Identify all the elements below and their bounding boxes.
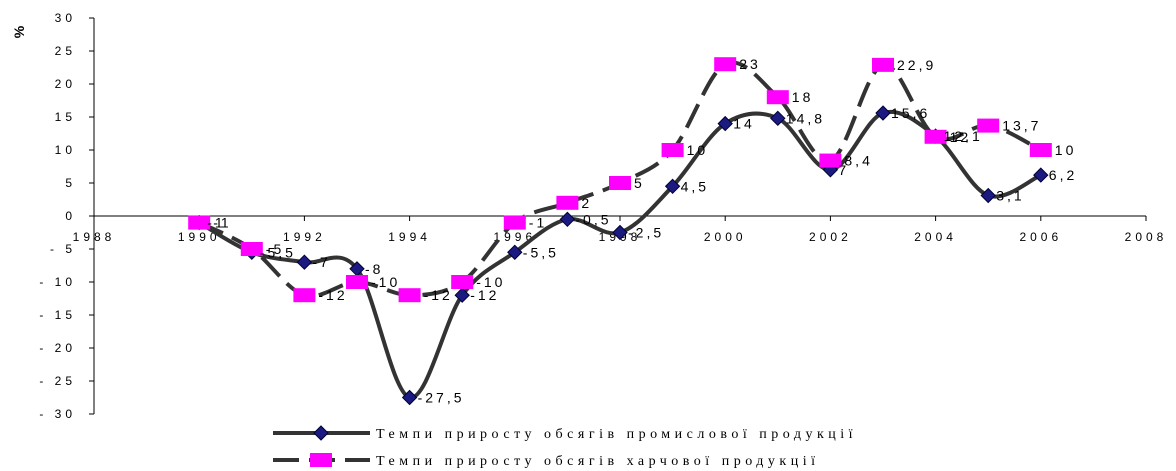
marker-diamond bbox=[296, 254, 313, 270]
marker-square bbox=[661, 143, 684, 157]
data-label: -7 bbox=[312, 254, 330, 270]
y-tick-label: - 30 bbox=[39, 407, 76, 421]
data-label: 14,8 bbox=[786, 110, 825, 126]
y-tick-label: 15 bbox=[55, 110, 76, 124]
x-tick-label: 2006 bbox=[1019, 230, 1062, 244]
data-label: -8 bbox=[365, 261, 383, 277]
y-axis-unit: % bbox=[11, 25, 27, 38]
marker-diamond bbox=[664, 178, 681, 195]
data-label: 10 bbox=[1055, 142, 1077, 158]
data-label: 3,1 bbox=[996, 188, 1024, 204]
y-tick-label: 30 bbox=[55, 11, 76, 25]
marker-diamond bbox=[612, 224, 628, 241]
data-label: 14 bbox=[733, 116, 755, 132]
data-label: -12 bbox=[424, 287, 453, 303]
y-tick-label: 5 bbox=[65, 176, 76, 190]
data-label: -5,5 bbox=[260, 244, 296, 260]
x-tick-label: 1996 bbox=[493, 230, 536, 244]
x-tick-label: 1990 bbox=[178, 230, 221, 244]
marker-square bbox=[240, 242, 263, 256]
data-label: 7 bbox=[838, 162, 849, 178]
data-label: -5 bbox=[266, 241, 284, 257]
data-label: -0,5 bbox=[575, 211, 611, 227]
data-label: -27,5 bbox=[418, 390, 465, 406]
x-tick-label: 2008 bbox=[1125, 230, 1168, 244]
x-tick-label: 2004 bbox=[914, 230, 957, 244]
data-label: -12 bbox=[318, 287, 347, 303]
marker-square bbox=[977, 118, 1000, 133]
y-tick-label: 20 bbox=[55, 77, 76, 91]
legend-marker-diamond bbox=[313, 425, 329, 441]
marker-square bbox=[819, 153, 842, 168]
y-tick-label: - 10 bbox=[39, 275, 76, 289]
marker-diamond bbox=[875, 105, 891, 121]
legend-label-2: Темпи приросту обсягів харчової продукці… bbox=[376, 454, 820, 469]
marker-square bbox=[346, 275, 368, 289]
marker-square bbox=[293, 288, 316, 303]
data-label: 2 bbox=[581, 195, 592, 211]
marker-square bbox=[872, 57, 894, 72]
y-tick-label: - 15 bbox=[39, 308, 76, 322]
marker-diamond bbox=[507, 244, 523, 261]
data-label: 13,7 bbox=[1002, 118, 1041, 134]
data-label: 23 bbox=[739, 56, 761, 72]
marker-diamond bbox=[559, 211, 576, 228]
marker-square bbox=[714, 57, 737, 72]
data-label: 10 bbox=[687, 142, 709, 158]
marker-diamond bbox=[770, 110, 786, 127]
marker-diamond bbox=[401, 389, 418, 406]
data-label: -10 bbox=[476, 274, 505, 290]
legend-label-1: Темпи приросту обсягів промислової проду… bbox=[376, 427, 857, 442]
x-tick-label: 1992 bbox=[283, 230, 326, 244]
data-label: 8,4 bbox=[844, 153, 872, 169]
data-label: 15,6 bbox=[891, 105, 930, 121]
x-tick-label: 1988 bbox=[73, 230, 116, 244]
data-label: -5,5 bbox=[523, 244, 559, 260]
data-label: 12 bbox=[950, 129, 972, 145]
marker-diamond bbox=[717, 115, 733, 132]
marker-square bbox=[924, 129, 947, 144]
data-labels: -1-5,5-7 -8-27,5-12-5,5-0,5-2,54,514 14,87… bbox=[207, 56, 1077, 406]
y-tick-label: - 25 bbox=[39, 374, 76, 388]
data-label: -1 bbox=[207, 215, 225, 231]
x-tick-label: 2000 bbox=[704, 230, 747, 244]
y-tick-label: - 20 bbox=[39, 341, 76, 355]
series-markers bbox=[188, 57, 1052, 406]
marker-square bbox=[398, 288, 421, 303]
data-label: 12,1 bbox=[944, 128, 983, 144]
y-tick-label: 0 bbox=[65, 209, 76, 223]
x-tick-label: 2002 bbox=[809, 230, 852, 244]
x-tick-label: 1994 bbox=[388, 230, 431, 244]
marker-diamond bbox=[980, 187, 996, 204]
y-tick-label: 10 bbox=[55, 143, 76, 157]
data-label: 22,9 bbox=[897, 57, 936, 73]
legend: Темпи приросту обсягів промислової проду… bbox=[273, 425, 857, 469]
marker-square bbox=[766, 90, 789, 105]
y-tick-label: - 5 bbox=[50, 242, 76, 256]
legend-marker-square bbox=[310, 453, 332, 467]
marker-square bbox=[1029, 143, 1052, 157]
data-label: -10 bbox=[371, 274, 400, 290]
marker-square bbox=[609, 176, 631, 190]
marker-square bbox=[188, 215, 211, 230]
data-label: -1 bbox=[529, 215, 547, 231]
y-tick-label: 25 bbox=[55, 44, 76, 58]
marker-square bbox=[556, 195, 579, 210]
marker-square bbox=[503, 215, 526, 230]
marker-diamond bbox=[1033, 167, 1049, 183]
data-label: -12 bbox=[470, 287, 499, 303]
data-label: 4,5 bbox=[681, 178, 709, 194]
data-label: -1 bbox=[213, 215, 231, 231]
data-label: 6,2 bbox=[1049, 167, 1077, 183]
marker-diamond bbox=[454, 287, 470, 303]
data-label: 5 bbox=[634, 175, 645, 191]
data-label: 18 bbox=[792, 89, 814, 105]
marker-square bbox=[451, 275, 474, 289]
data-label: -2,5 bbox=[628, 225, 664, 241]
